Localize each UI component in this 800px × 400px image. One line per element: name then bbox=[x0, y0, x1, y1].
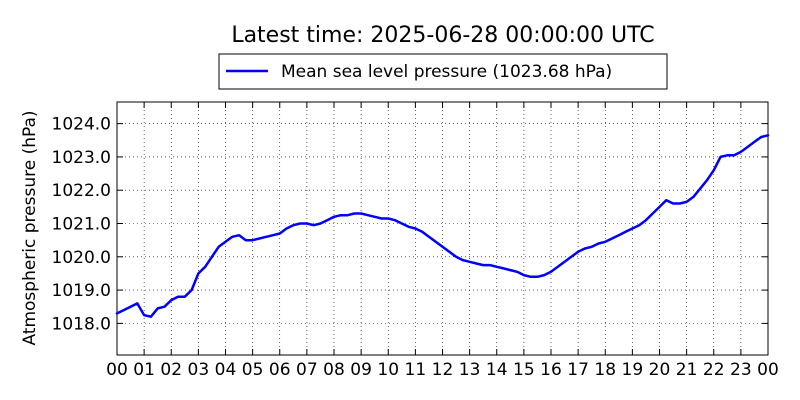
y-tick-label: 1020.0 bbox=[52, 248, 111, 268]
x-tick-label: 18 bbox=[594, 360, 616, 380]
y-axis-label: Atmospheric pressure (hPa) bbox=[20, 110, 40, 345]
x-tick-label: 00 bbox=[106, 360, 128, 380]
x-tick-label: 19 bbox=[622, 360, 644, 380]
legend: Mean sea level pressure (1023.68 hPa) bbox=[218, 53, 668, 90]
x-tick-label: 17 bbox=[567, 360, 589, 380]
series bbox=[115, 134, 770, 318]
x-tick-label: 23 bbox=[730, 360, 752, 380]
y-tick-labels: 1018.0 1019.0 1020.0 1021.0 1022.0 1023.0 1024… bbox=[52, 115, 111, 335]
y-tick-label: 1018.0 bbox=[52, 314, 111, 334]
x-tick-label: 00 bbox=[757, 360, 779, 380]
x-tick-label: 08 bbox=[323, 360, 345, 380]
x-tick-label: 14 bbox=[486, 360, 508, 380]
x-tick-label: 07 bbox=[296, 360, 318, 380]
x-tick-label: 11 bbox=[405, 360, 427, 380]
x-tick-label: 20 bbox=[649, 360, 671, 380]
x-tick-label: 16 bbox=[540, 360, 562, 380]
y-tick-label: 1024.0 bbox=[52, 115, 111, 135]
chart-title: Latest time: 2025-06-28 00:00:00 UTC bbox=[231, 23, 654, 48]
axis-ticks bbox=[116, 102, 769, 355]
legend-label: Mean sea level pressure (1023.68 hPa) bbox=[281, 62, 612, 82]
x-tick-label: 13 bbox=[459, 360, 481, 380]
x-tick-label: 06 bbox=[269, 360, 291, 380]
y-tick-label: 1023.0 bbox=[52, 148, 111, 168]
legend-box bbox=[218, 53, 668, 90]
x-tick-label: 15 bbox=[513, 360, 535, 380]
x-tick-label: 04 bbox=[215, 360, 237, 380]
x-tick-label: 09 bbox=[350, 360, 372, 380]
x-tick-label: 21 bbox=[676, 360, 698, 380]
y-tick-label: 1019.0 bbox=[52, 281, 111, 301]
x-tick-labels: 00 01 02 03 04 05 06 07 08 09 10 11 12 13 14 15 16 17 18 19… bbox=[106, 360, 779, 380]
plot-area bbox=[116, 101, 769, 356]
x-tick-label: 03 bbox=[188, 360, 210, 380]
x-tick-label: 22 bbox=[703, 360, 725, 380]
x-tick-label: 12 bbox=[432, 360, 454, 380]
x-tick-label: 10 bbox=[377, 360, 399, 380]
y-tick-label: 1021.0 bbox=[52, 215, 111, 235]
x-tick-label: 05 bbox=[242, 360, 264, 380]
grid bbox=[117, 102, 768, 355]
y-tick-label: 1022.0 bbox=[52, 181, 111, 201]
x-tick-label: 01 bbox=[133, 360, 155, 380]
x-tick-label: 02 bbox=[160, 360, 182, 380]
pressure-series-line bbox=[115, 134, 770, 318]
